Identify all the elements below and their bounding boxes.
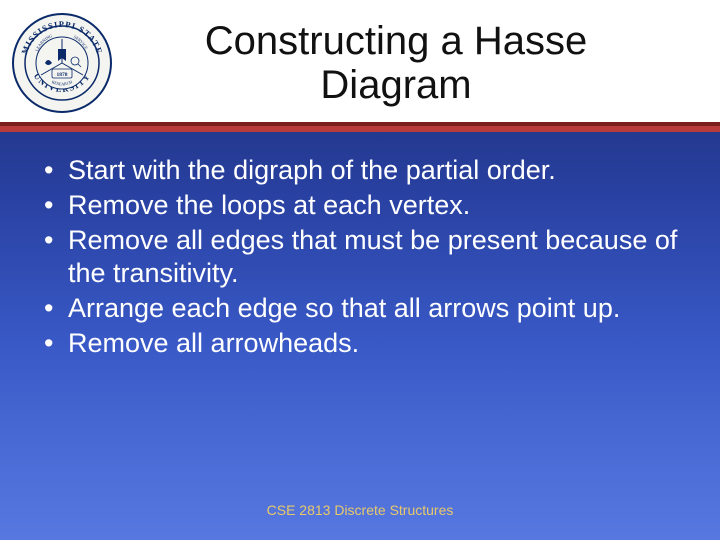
list-item: Start with the digraph of the partial or… [34,154,686,187]
list-item: Remove the loops at each vertex. [34,189,686,222]
slide-header: MISSISSIPPI STATE UNIVERSITY LEARNING SE… [0,0,720,126]
slide-body: Start with the digraph of the partial or… [0,126,720,360]
list-item: Arrange each edge so that all arrows poi… [34,292,686,325]
list-item: Remove all edges that must be present be… [34,224,686,290]
slide-footer: CSE 2813 Discrete Structures [0,502,720,518]
list-item: Remove all arrowheads. [34,327,686,360]
svg-text:1878: 1878 [57,72,68,78]
bullet-list: Start with the digraph of the partial or… [34,154,686,360]
university-seal-icon: MISSISSIPPI STATE UNIVERSITY LEARNING SE… [12,13,112,113]
slide-title: Constructing a Hasse Diagram [124,19,708,107]
